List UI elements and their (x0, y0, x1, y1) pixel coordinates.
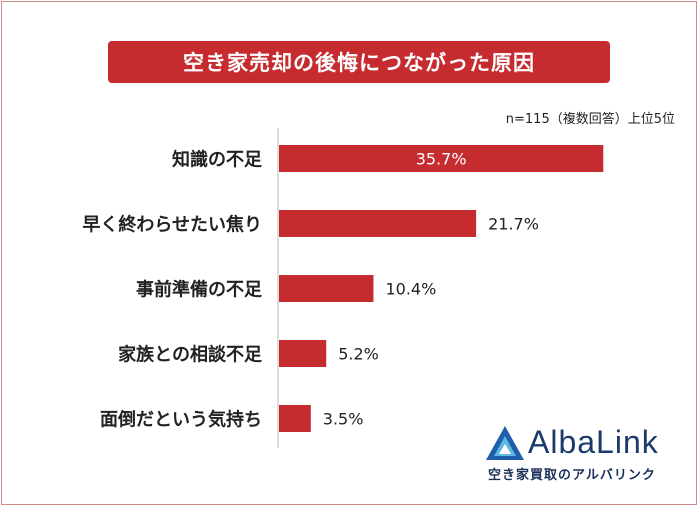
logo-brand: AlbaLink (528, 424, 659, 460)
bar (279, 210, 477, 237)
category-label: 早く終わらせたい焦り (82, 214, 262, 236)
logo-tagline: 空き家買取のアルバリンク (488, 468, 656, 483)
category-label: 知識の不足 (172, 149, 262, 171)
sample-note: n=115（複数回答）上位5位 (505, 112, 675, 127)
bar (279, 405, 311, 432)
value-label: 5.2% (338, 345, 379, 364)
albalink-logo: AlbaLink 空き家買取のアルバリンク (482, 424, 682, 494)
value-label: 10.4% (385, 280, 436, 299)
value-label: 35.7% (416, 150, 467, 169)
bar (279, 340, 327, 367)
category-label: 事前準備の不足 (136, 279, 262, 301)
value-label: 21.7% (488, 215, 539, 234)
chart-title: 空き家売却の後悔につながった原因 (108, 41, 610, 83)
value-label: 3.5% (323, 410, 364, 429)
bar (279, 275, 374, 302)
albalink-mark-icon (486, 426, 524, 460)
category-label: 面倒だという気持ち (100, 409, 262, 431)
bar (279, 145, 604, 172)
category-label: 家族との相談不足 (118, 344, 262, 366)
